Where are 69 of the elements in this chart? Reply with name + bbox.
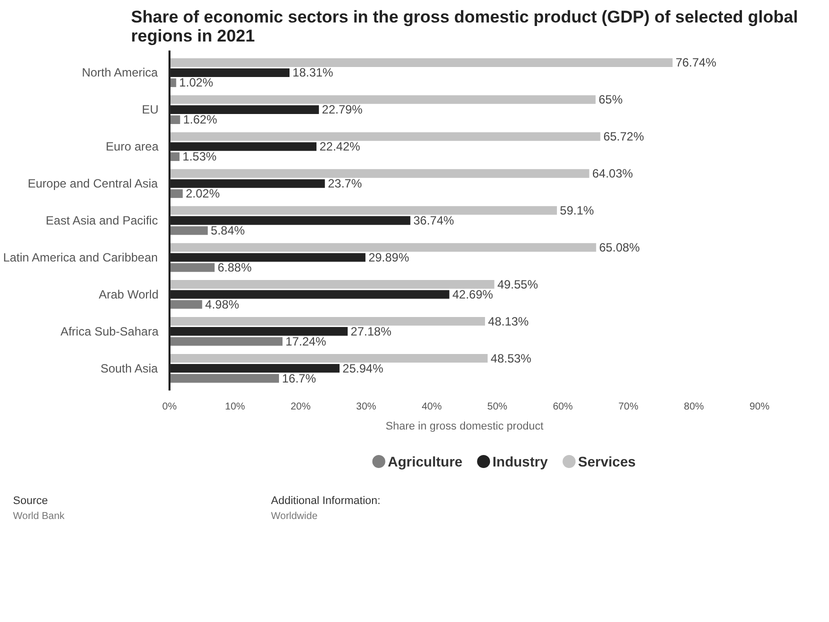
data-label: 4.98% [205,297,240,312]
text: Worldwide [271,510,318,524]
data-label: 59.1% [560,203,594,218]
y-tick-label: Latin America and Caribbean [3,250,158,264]
x-axis-title: Share in gross domestic product [386,420,544,432]
bar [170,374,279,383]
data-label: 22.79% [322,102,363,117]
legend-label: Industry [492,454,548,470]
y-tick-label: South Asia [100,361,158,376]
data-label: 5.84% [210,224,246,238]
x-tick-label: 80% [684,402,704,412]
data-label: 18.31% [292,66,334,80]
y-tick-label: Euro area [106,140,159,154]
bar [170,58,673,67]
legend-label: Services [578,454,636,470]
data-label: 17.24% [286,334,327,348]
data-label: 64.03% [592,166,634,180]
x-tick-label: 20% [290,402,311,412]
text: World Bank [13,510,66,524]
data-label: 48.13% [488,314,530,328]
data-label: 65.72% [603,130,644,144]
data-label: 36.74% [413,214,454,228]
data-label: 27.18% [350,324,392,338]
data-label: 23.7% [328,176,362,191]
y-tick-label: East Asia and Pacific [46,214,158,228]
bar [170,337,283,346]
bar [170,95,596,104]
data-label: 6.88% [218,260,252,275]
data-label: 1.02% [179,76,214,90]
chart-title: Share of economic sectors in the gross domestic product (GDP) of selected global regions in 2021 [131,8,798,46]
data-label: 42.69% [452,287,494,302]
bar [170,169,590,178]
x-tick-label: 60% [552,402,573,412]
data-label: 29.89% [368,250,410,264]
data-label: 1.62% [183,112,218,127]
bar [170,132,600,141]
bar [170,300,202,309]
data-label: 2.02% [186,186,220,201]
bar [170,263,215,272]
data-label: 48.53% [490,351,532,366]
data-label: 1.53% [182,150,217,164]
x-tick-label: 50% [487,402,508,412]
bar [170,226,208,235]
data-label: 16.7% [282,371,316,386]
legend-label: Agriculture [388,454,463,470]
x-tick-label: 0% [162,402,177,412]
x-tick-label: 10% [225,402,246,412]
x-tick-label: 90% [749,402,770,412]
y-tick-label: Europe and Central Asia [28,176,158,191]
data-label: 65.08% [599,240,640,254]
bar [170,354,488,363]
data-label: 25.94% [342,361,384,376]
text: Additional Information: [271,494,382,509]
text: Source [13,494,49,509]
x-tick-label: 70% [618,402,639,412]
y-tick-label: EU [142,102,158,117]
y-tick-label: North America [82,66,158,80]
y-tick-label: Arab World [98,287,159,302]
y-tick-label: Africa Sub-Sahara [60,324,159,338]
x-tick-label: 40% [422,402,442,412]
bar [170,280,494,289]
data-label: 49.55% [497,277,538,292]
x-tick-label: 30% [356,402,376,412]
bar [170,206,557,215]
data-label: 76.74% [676,56,717,70]
bar [170,243,596,252]
bar [170,316,486,326]
data-label: 65% [598,92,623,107]
data-label: 22.42% [319,140,361,154]
